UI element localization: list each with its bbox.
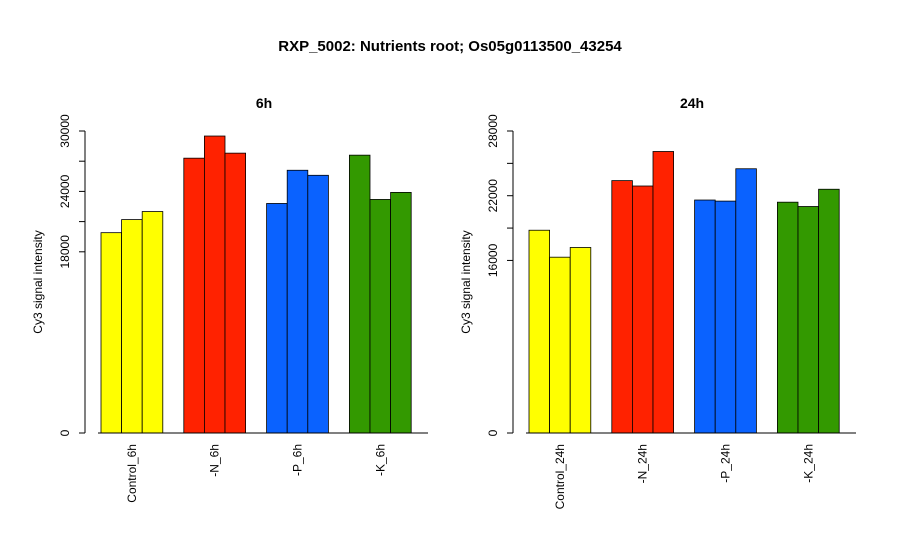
category-label: Control_24h: [553, 444, 567, 509]
y-tick-label: 0: [486, 429, 500, 436]
panel-1: 24h 0 16000 22000 28000 Cy3 signal intensity C…: [459, 95, 856, 509]
y-tick-label: 18000: [58, 235, 72, 269]
category-label: -P_6h: [291, 444, 305, 476]
bar: [100, 232, 123, 434]
y-tick-label: 16000: [486, 243, 500, 277]
bar: [224, 152, 247, 434]
bar: [694, 199, 716, 434]
bar: [735, 168, 757, 434]
bar: [266, 203, 288, 434]
category-label: Control_6h: [125, 444, 139, 503]
category-label: -N_24h: [636, 444, 650, 483]
y-axis-title: Cy3 signal intensity: [459, 230, 473, 333]
bar: [183, 157, 205, 434]
panel-title: 6h: [256, 95, 272, 111]
bar: [348, 154, 371, 434]
bar: [714, 200, 737, 434]
bar: [652, 151, 675, 434]
bar: [390, 192, 412, 434]
bar: [307, 174, 329, 434]
bar: [569, 247, 592, 434]
category-label: -K_6h: [373, 444, 387, 476]
category-label: -P_24h: [719, 444, 733, 483]
panel-title: 24h: [680, 95, 704, 111]
bar: [818, 188, 840, 434]
y-axis-title: Cy3 signal intensity: [31, 230, 45, 333]
bar: [286, 169, 309, 434]
bar: [777, 201, 799, 434]
bar: [369, 199, 392, 434]
main-title: RXP_5002: Nutrients root; Os05g0113500_4…: [278, 38, 622, 55]
panel-0: 6h 0 18000 24000 30000 Cy3 signal intensity Co…: [31, 95, 428, 503]
bar: [203, 135, 226, 434]
category-label: -N_6h: [208, 444, 222, 477]
y-tick-label: 28000: [486, 114, 500, 148]
y-tick-label: 24000: [58, 174, 72, 208]
y-tick-label: 22000: [486, 179, 500, 213]
bar: [632, 185, 654, 434]
bar: [549, 256, 571, 434]
y-tick-label: 0: [58, 429, 72, 436]
bar: [528, 229, 551, 434]
bar: [611, 180, 633, 434]
category-label: -K_24h: [801, 444, 815, 483]
bar: [797, 206, 820, 434]
bar: [121, 219, 143, 434]
y-tick-label: 30000: [58, 114, 72, 148]
bar: [141, 211, 164, 434]
